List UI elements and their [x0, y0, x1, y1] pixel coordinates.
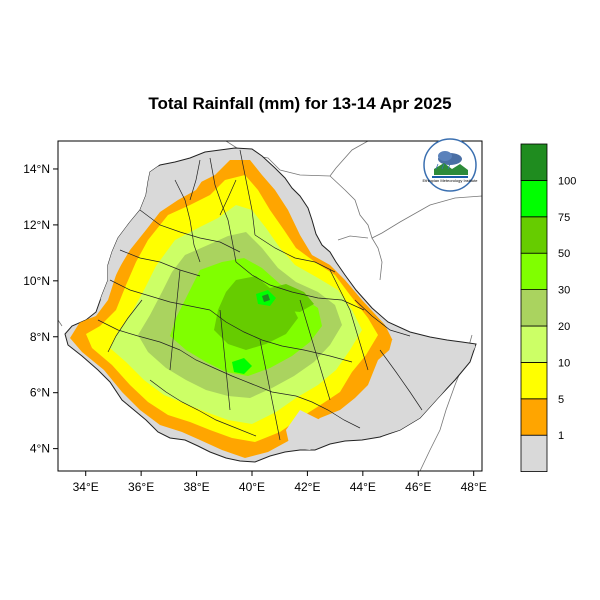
legend-swatch [520, 361, 548, 400]
rain-zone-over-100mm [262, 294, 270, 302]
legend-swatch [520, 252, 548, 290]
legend-swatch [520, 289, 548, 327]
rain-zone-50-75mm-east [262, 284, 314, 312]
x-axis: 34°E 36°E 38°E 40°E 42°E 44°E 46°E 48°E [73, 471, 487, 494]
legend-label: 30 [558, 285, 570, 297]
logo-ethiopian-meteorology-institute: Ethiopian Meteorology Institute [423, 138, 479, 192]
y-axis: 4°N 6°N 8°N 10°N 12°N 14°N [23, 162, 58, 456]
x-tick-label: 36°E [128, 480, 154, 494]
plot-frame [57, 140, 483, 472]
map-title: Total Rainfall (mm) for 13-14 Apr 2025 [148, 94, 452, 113]
dry-zone-southeast [362, 338, 476, 436]
dry-zone-northwest [95, 158, 210, 300]
legend-swatch [520, 325, 548, 363]
legend-label: 10 [558, 357, 570, 369]
x-tick-label: 40°E [239, 480, 265, 494]
y-tick-label: 4°N [30, 442, 50, 456]
map-layers [58, 141, 482, 471]
legend-swatch [520, 398, 548, 436]
legend-swatch [520, 143, 548, 181]
legend-label: 100 [558, 175, 576, 187]
rainfall-fields [70, 158, 476, 458]
y-tick-label: 14°N [23, 162, 50, 176]
legend: 1 5 10 20 30 50 75 100 [520, 143, 576, 473]
legend-label: 5 [558, 394, 564, 406]
y-tick-label: 12°N [23, 218, 50, 232]
legend-label: 50 [558, 248, 570, 260]
legend-swatch [520, 434, 548, 473]
rain-zone-75-100mm-b [232, 358, 252, 374]
legend-label: 20 [558, 321, 570, 333]
logo-text: Ethiopian Meteorology Institute [423, 178, 479, 183]
y-tick-label: 6°N [30, 386, 50, 400]
x-tick-label: 48°E [461, 480, 487, 494]
y-tick-label: 8°N [30, 330, 50, 344]
x-tick-label: 44°E [350, 480, 376, 494]
legend-swatch [520, 179, 548, 218]
legend-label: 75 [558, 212, 570, 224]
x-tick-label: 42°E [294, 480, 320, 494]
dry-zone-south [286, 410, 330, 450]
x-tick-label: 46°E [405, 480, 431, 494]
legend-label: 1 [558, 430, 564, 442]
legend-swatch [520, 216, 548, 254]
admin-boundaries [97, 149, 423, 441]
y-tick-label: 10°N [23, 274, 50, 288]
x-tick-label: 34°E [73, 480, 99, 494]
x-tick-label: 38°E [183, 480, 209, 494]
